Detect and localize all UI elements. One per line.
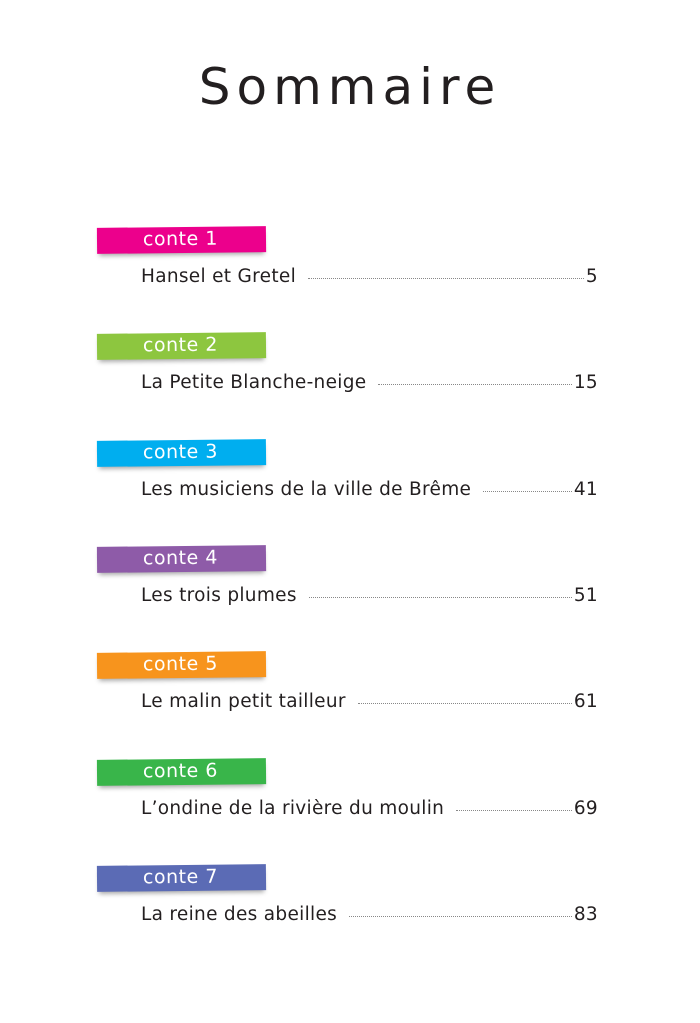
page-number: 83 bbox=[573, 903, 598, 925]
toc-entry[interactable]: conte 6 L’ondine de la rivière du moulin… bbox=[0, 757, 700, 839]
story-title: La Petite Blanche-neige bbox=[141, 372, 367, 394]
story-title: La reine des abeilles bbox=[141, 903, 338, 925]
conte-label: conte 3 bbox=[142, 440, 218, 463]
conte-label: conte 1 bbox=[142, 227, 218, 251]
conte-label: conte 4 bbox=[142, 546, 218, 570]
conte-label-tag: conte 4 bbox=[96, 545, 267, 573]
conte-label-tag: conte 5 bbox=[96, 651, 267, 680]
toc-row[interactable]: Hansel et Gretel 5 bbox=[141, 266, 598, 287]
page-number: 41 bbox=[573, 478, 598, 500]
page-number: 15 bbox=[573, 372, 598, 394]
dot-leader bbox=[308, 596, 572, 598]
page-title: Sommaire bbox=[198, 58, 502, 116]
toc-row[interactable]: Les musiciens de la ville de Brême 41 bbox=[141, 479, 598, 500]
dot-leader bbox=[357, 703, 572, 705]
page-number: 5 bbox=[585, 266, 598, 287]
toc-entry[interactable]: conte 1 Hansel et Gretel 5 bbox=[0, 226, 700, 307]
conte-label-tag: conte 7 bbox=[96, 863, 267, 892]
dot-leader bbox=[308, 278, 584, 279]
toc-entry[interactable]: conte 7 La reine des abeilles 83 bbox=[0, 863, 700, 945]
conte-label: conte 2 bbox=[142, 333, 218, 357]
page-number: 51 bbox=[573, 584, 598, 606]
toc-row[interactable]: La reine des abeilles 83 bbox=[141, 904, 598, 925]
dot-leader bbox=[349, 915, 572, 917]
conte-label: conte 7 bbox=[142, 865, 218, 889]
dot-leader bbox=[378, 384, 572, 386]
toc-row[interactable]: La Petite Blanche-neige 15 bbox=[141, 372, 598, 393]
conte-label-tag: conte 6 bbox=[96, 757, 267, 786]
toc-row[interactable]: L’ondine de la rivière du moulin 69 bbox=[141, 798, 598, 819]
toc-entry[interactable]: conte 3 Les musiciens de la ville de Brê… bbox=[0, 438, 700, 520]
toc-row[interactable]: Le malin petit tailleur 61 bbox=[141, 691, 598, 712]
toc-entry[interactable]: conte 5 Le malin petit tailleur 61 bbox=[0, 651, 700, 732]
toc-entry[interactable]: conte 4 Les trois plumes 51 bbox=[0, 545, 700, 626]
story-title: Les trois plumes bbox=[141, 584, 297, 606]
conte-label: conte 6 bbox=[142, 759, 218, 782]
dot-leader bbox=[456, 809, 572, 811]
dot-leader bbox=[483, 490, 572, 492]
conte-label-tag: conte 3 bbox=[96, 438, 267, 467]
page-number: 61 bbox=[573, 691, 598, 713]
conte-label-tag: conte 1 bbox=[96, 226, 267, 254]
toc-entry[interactable]: conte 2 La Petite Blanche-neige 15 bbox=[0, 332, 700, 413]
story-title: L’ondine de la rivière du moulin bbox=[141, 797, 445, 819]
page-number: 69 bbox=[573, 797, 598, 819]
story-title: Les musiciens de la ville de Brême bbox=[141, 478, 472, 500]
conte-label-tag: conte 2 bbox=[96, 332, 267, 361]
conte-label: conte 5 bbox=[142, 652, 218, 676]
toc-row[interactable]: Les trois plumes 51 bbox=[141, 585, 598, 606]
story-title: Le malin petit tailleur bbox=[141, 691, 346, 713]
story-title: Hansel et Gretel bbox=[141, 266, 297, 287]
